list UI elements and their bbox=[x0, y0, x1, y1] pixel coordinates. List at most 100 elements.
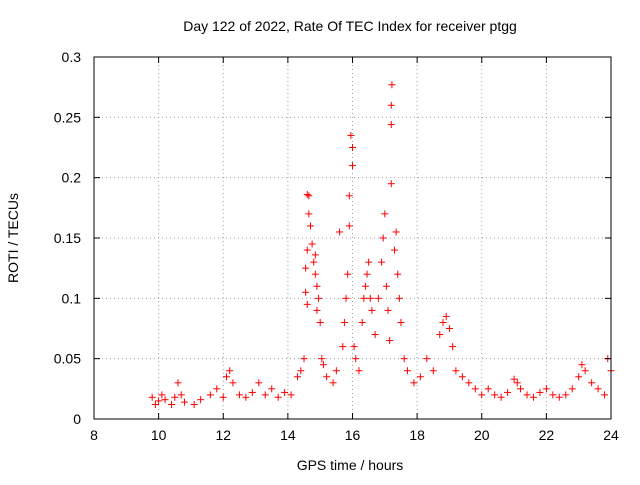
data-point bbox=[345, 222, 353, 230]
x-tick-label: 12 bbox=[215, 427, 231, 443]
data-point bbox=[315, 294, 323, 302]
chart-title: Day 122 of 2022, Rate Of TEC Index for r… bbox=[183, 18, 517, 34]
data-point bbox=[242, 393, 250, 401]
x-axis-label: GPS time / hours bbox=[297, 457, 404, 473]
x-tick-label: 22 bbox=[539, 427, 555, 443]
data-point bbox=[213, 385, 221, 393]
data-point bbox=[365, 258, 373, 266]
data-point bbox=[478, 391, 486, 399]
data-point bbox=[197, 396, 205, 404]
data-point bbox=[391, 246, 399, 254]
data-point bbox=[319, 361, 327, 369]
data-point bbox=[471, 385, 479, 393]
data-point bbox=[542, 385, 550, 393]
data-point bbox=[171, 393, 179, 401]
data-point bbox=[311, 270, 319, 278]
data-point bbox=[387, 121, 395, 129]
data-point bbox=[308, 240, 316, 248]
data-point bbox=[416, 373, 424, 381]
data-point bbox=[368, 306, 376, 314]
data-point bbox=[347, 131, 355, 139]
data-point bbox=[297, 367, 305, 375]
data-point bbox=[226, 367, 234, 375]
data-point bbox=[235, 391, 243, 399]
data-point bbox=[281, 388, 289, 396]
data-point bbox=[523, 391, 531, 399]
y-tick-label: 0.3 bbox=[62, 49, 82, 65]
x-tick-label: 8 bbox=[90, 427, 98, 443]
data-point bbox=[504, 388, 512, 396]
data-point bbox=[287, 391, 295, 399]
data-point bbox=[445, 325, 453, 332]
data-point bbox=[168, 401, 176, 409]
data-point bbox=[313, 282, 321, 290]
y-tick-label: 0.25 bbox=[54, 109, 81, 125]
data-point bbox=[148, 393, 156, 401]
data-point bbox=[302, 288, 310, 296]
data-point bbox=[549, 391, 557, 399]
data-point bbox=[410, 379, 418, 387]
data-point bbox=[190, 401, 198, 409]
data-point bbox=[442, 312, 450, 320]
data-point bbox=[381, 210, 389, 218]
data-point bbox=[310, 258, 318, 266]
data-point bbox=[358, 318, 366, 326]
y-tick-label: 0.15 bbox=[54, 230, 81, 246]
data-point bbox=[180, 398, 188, 406]
data-point bbox=[363, 270, 371, 278]
data-point bbox=[349, 162, 356, 170]
data-point bbox=[400, 355, 408, 363]
data-point bbox=[361, 282, 369, 290]
data-point bbox=[340, 318, 348, 326]
data-point bbox=[313, 306, 321, 314]
data-point bbox=[219, 393, 227, 401]
data-point bbox=[155, 397, 163, 405]
data-point bbox=[568, 385, 576, 393]
data-point bbox=[392, 228, 400, 236]
data-point bbox=[261, 391, 269, 399]
data-point bbox=[366, 294, 374, 302]
data-point bbox=[536, 388, 544, 396]
data-point bbox=[429, 367, 437, 375]
data-point bbox=[484, 385, 492, 393]
data-point bbox=[423, 355, 431, 363]
data-point bbox=[439, 318, 447, 326]
x-tick-label: 14 bbox=[280, 427, 296, 443]
data-point bbox=[465, 379, 473, 387]
data-point bbox=[517, 385, 525, 393]
data-point bbox=[177, 391, 185, 399]
data-point bbox=[371, 331, 379, 339]
data-point bbox=[336, 228, 344, 236]
data-point bbox=[158, 391, 166, 399]
data-point bbox=[397, 318, 405, 326]
y-axis-label: ROTI / TECUs bbox=[5, 193, 21, 283]
data-point bbox=[318, 355, 326, 363]
data-point bbox=[255, 379, 263, 387]
data-point bbox=[562, 391, 570, 399]
data-point bbox=[305, 192, 313, 200]
data-point bbox=[387, 180, 395, 188]
data-point bbox=[555, 393, 563, 401]
data-point bbox=[360, 294, 368, 302]
data-point bbox=[345, 192, 353, 200]
y-tick-label: 0 bbox=[73, 411, 81, 427]
data-point bbox=[458, 373, 466, 381]
data-point bbox=[151, 401, 159, 409]
data-point bbox=[339, 343, 347, 351]
data-point bbox=[588, 379, 596, 387]
data-point bbox=[395, 294, 403, 302]
points-layer bbox=[148, 81, 615, 409]
data-point bbox=[352, 355, 360, 363]
data-point bbox=[303, 246, 311, 254]
data-point bbox=[323, 373, 331, 381]
data-point bbox=[386, 337, 394, 345]
data-point bbox=[300, 355, 308, 363]
x-tick-label: 18 bbox=[409, 427, 425, 443]
data-point bbox=[305, 210, 313, 218]
data-point bbox=[206, 391, 214, 399]
y-tick-label: 0.2 bbox=[62, 170, 82, 186]
data-point bbox=[497, 393, 505, 401]
data-point bbox=[379, 234, 387, 242]
